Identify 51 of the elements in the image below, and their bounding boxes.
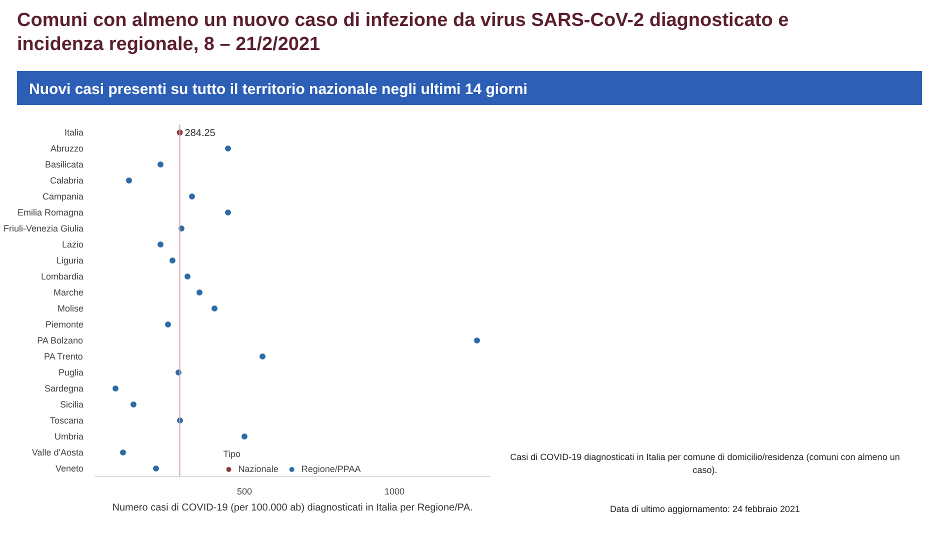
x-tick-label: 1000: [384, 486, 405, 496]
point: [130, 402, 136, 408]
y-tick-label: Lazio: [62, 240, 84, 250]
y-tick-label: Campania: [42, 192, 84, 202]
point: [242, 434, 248, 440]
y-tick-label: Lombardia: [40, 272, 84, 282]
y-tick-label: Piemonte: [45, 320, 84, 330]
x-tick-label: 500: [236, 486, 252, 496]
point: [225, 146, 231, 152]
y-tick-label: Italia: [64, 128, 84, 138]
point: [196, 290, 202, 296]
legend-title: Tipo: [223, 449, 242, 459]
y-tick-label: Abruzzo: [50, 144, 84, 154]
point: [153, 466, 159, 472]
x-axis-title: Numero casi di COVID-19 (per 100.000 ab) diagnosticati in Italia per Regione/PA.: [112, 502, 473, 514]
chart-title: Comuni con almeno un nuovo caso di infezione da virus SARS-CoV-2 diagnosticato e incidenza regionale, 8 – 21/2/2021: [16, 9, 790, 56]
text: Data di ultimo aggiornamento: 24 febbraio 2021: [608, 503, 802, 516]
point: [212, 306, 218, 312]
legend-label: Nazionale: [238, 464, 278, 474]
point: [260, 354, 266, 360]
point: [158, 162, 164, 168]
y-tick-label: PA Trento: [44, 352, 83, 362]
point: [126, 178, 132, 184]
point: [189, 194, 195, 200]
y-tick-label: Sardegna: [44, 384, 84, 394]
ref-line-label: 284.25: [184, 128, 216, 139]
chart-subtitle: Nuovi casi presenti su tutto il territorio nazionale negli ultimi 14 giorni: [29, 80, 528, 100]
y-tick-label: PA Bolzano: [37, 336, 84, 346]
y-tick-label: Valle d'Aosta: [32, 448, 84, 458]
point: [170, 258, 176, 264]
y-tick-label: Umbria: [54, 432, 84, 442]
point: [165, 322, 171, 328]
point: [112, 386, 118, 392]
point: [474, 338, 480, 344]
y-tick-label: Calabria: [50, 176, 84, 186]
point: [184, 274, 190, 280]
y-tick-label: Friuli-Venezia Giulia: [3, 224, 84, 234]
legend-label: Regione/PPAA: [301, 464, 361, 474]
y-tick-label: Liguria: [56, 256, 84, 266]
y-tick-label: Emilia Romagna: [17, 208, 84, 218]
point: [225, 210, 231, 216]
y-tick-label: Veneto: [55, 464, 84, 474]
point: [158, 242, 164, 248]
point: [120, 450, 126, 456]
y-tick-label: Molise: [57, 304, 84, 314]
text: Casi di COVID-19 diagnosticati in Italia per comune di domicilio/residenza (comuni con almeno un caso).: [509, 451, 901, 477]
y-tick-label: Marche: [53, 288, 84, 298]
y-tick-label: Toscana: [50, 416, 84, 426]
y-tick-label: Puglia: [58, 368, 84, 378]
y-tick-label: Sicilia: [60, 400, 84, 410]
y-tick-label: Basilicata: [44, 160, 84, 170]
